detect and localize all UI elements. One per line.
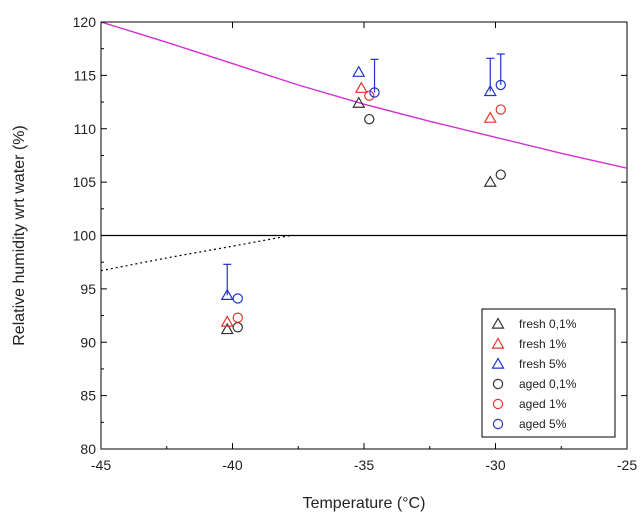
legend-box bbox=[481, 308, 616, 438]
y-axis-ticks: 80 85 90 95 100 105 110 115 120 bbox=[73, 14, 627, 457]
point-6-2 bbox=[369, 87, 380, 98]
curve-1 bbox=[101, 22, 627, 169]
legend-label-5: aged 1% bbox=[519, 397, 567, 411]
curve-2 bbox=[101, 234, 291, 272]
y-tick-label-7: 110 bbox=[74, 121, 97, 137]
y-tick-label-5: 100 bbox=[73, 228, 97, 244]
point-6-3 bbox=[495, 79, 506, 91]
y-tick-label-3: 90 bbox=[80, 334, 96, 350]
point-2-2 bbox=[354, 81, 368, 93]
point-3-2 bbox=[352, 65, 366, 77]
legend-marker-4 bbox=[492, 378, 504, 390]
point-3-1 bbox=[220, 288, 234, 301]
x-axis-ticks: -45 -40 -35 -30 -25 bbox=[91, 22, 637, 473]
point-5-2 bbox=[364, 90, 375, 101]
x-axis-title: Temperature (°C) bbox=[303, 495, 426, 512]
legend-marker-3 bbox=[491, 357, 505, 369]
point-2-1 bbox=[220, 315, 234, 327]
legend: fresh 0,1% fresh 1% fresh 5% aged 0,1% aged … bbox=[481, 308, 616, 438]
point-6-1 bbox=[232, 293, 243, 304]
point-1-1 bbox=[220, 322, 234, 335]
point-2-3 bbox=[483, 111, 497, 123]
legend-label-6: aged 5% bbox=[519, 417, 567, 431]
point-3-3 bbox=[483, 84, 497, 97]
point-5-3 bbox=[495, 104, 506, 115]
point-4-2 bbox=[364, 113, 375, 125]
y-tick-label-9: 120 bbox=[73, 14, 97, 30]
point-1-2 bbox=[352, 96, 366, 108]
legend-marker-6 bbox=[492, 418, 504, 430]
legend-marker-1 bbox=[491, 317, 505, 329]
y-axis-title: Relative humidity wrt water (%) bbox=[11, 125, 28, 346]
x-tick-label-2: -40 bbox=[222, 457, 242, 473]
x-tick-label-1: -45 bbox=[91, 457, 111, 473]
legend-label-1: fresh 0,1% bbox=[519, 317, 577, 331]
point-4-1 bbox=[232, 322, 243, 333]
legend-marker-2 bbox=[491, 337, 505, 349]
y-tick-label-2: 85 bbox=[80, 388, 96, 404]
point-4-3 bbox=[495, 169, 506, 180]
x-tick-label-5: -25 bbox=[617, 457, 637, 473]
x-tick-label-4: -30 bbox=[485, 457, 505, 473]
legend-label-3: fresh 5% bbox=[519, 357, 567, 371]
y-tick-label-1: 80 bbox=[80, 441, 96, 457]
curves-layer bbox=[101, 22, 627, 272]
y-tick-label-4: 95 bbox=[80, 281, 96, 297]
point-1-3 bbox=[483, 175, 497, 187]
points-layer bbox=[220, 53, 506, 335]
legend-label-4: aged 0,1% bbox=[519, 377, 577, 391]
x-tick-label-3: -35 bbox=[354, 457, 374, 473]
legend-marker-5 bbox=[492, 398, 504, 410]
y-tick-label-6: 105 bbox=[73, 174, 97, 190]
y-tick-label-8: 115 bbox=[74, 67, 97, 83]
legend-label-2: fresh 1% bbox=[519, 337, 567, 351]
point-5-1 bbox=[232, 312, 243, 323]
